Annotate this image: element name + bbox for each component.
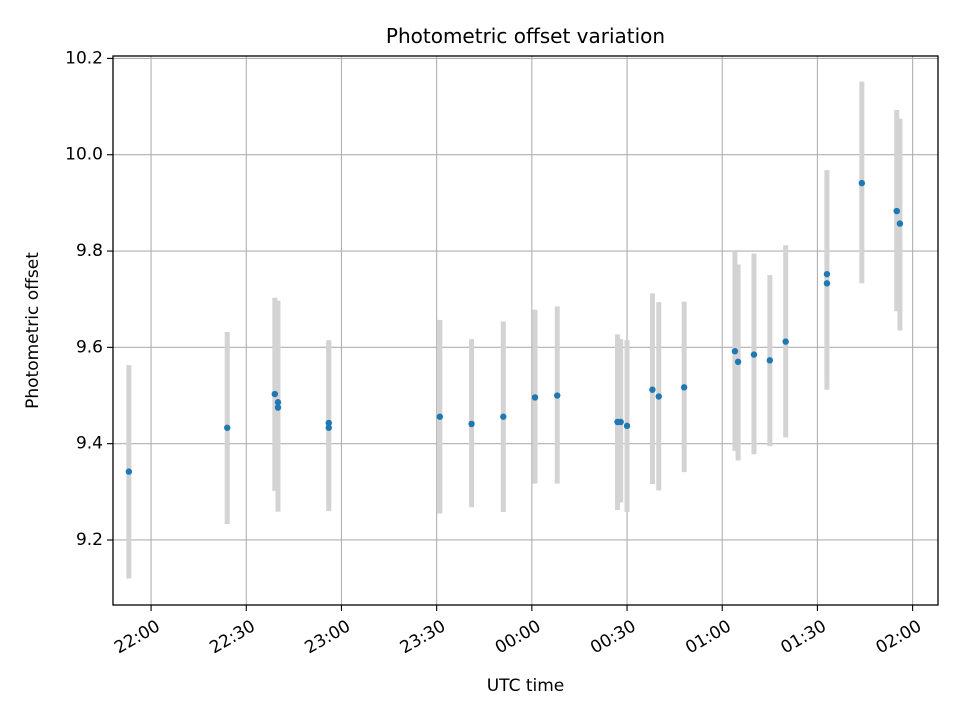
data-point bbox=[823, 270, 831, 278]
data-point bbox=[325, 424, 332, 431]
data-point bbox=[680, 384, 688, 391]
data-point bbox=[823, 280, 831, 287]
y-tick-label: 9.2 bbox=[76, 530, 103, 550]
data-point bbox=[617, 418, 624, 426]
y-tick-label: 9.8 bbox=[76, 241, 103, 261]
y-tick-label: 10.2 bbox=[65, 48, 103, 68]
data-point bbox=[271, 390, 279, 398]
data-point bbox=[731, 348, 739, 355]
data-point bbox=[766, 357, 774, 364]
data-point bbox=[325, 419, 332, 427]
grid-layer bbox=[113, 56, 938, 605]
chart-title: Photometric offset variation bbox=[386, 24, 665, 48]
point-layer bbox=[125, 179, 904, 475]
y-tick-label: 9.6 bbox=[76, 337, 103, 357]
data-point bbox=[125, 468, 133, 475]
data-point bbox=[500, 413, 507, 420]
data-point bbox=[750, 351, 758, 358]
data-point bbox=[554, 392, 561, 399]
plot-area-frame bbox=[112, 55, 939, 606]
data-point bbox=[224, 424, 231, 431]
data-point bbox=[896, 220, 904, 227]
data-point bbox=[655, 393, 662, 400]
data-point bbox=[531, 394, 539, 401]
data-point bbox=[623, 422, 631, 430]
data-point bbox=[858, 179, 866, 187]
y-tick-label: 10.0 bbox=[65, 145, 103, 165]
data-point bbox=[274, 404, 282, 411]
data-point bbox=[734, 358, 742, 366]
data-point bbox=[893, 207, 900, 215]
data-point bbox=[468, 420, 475, 428]
data-point bbox=[274, 399, 282, 406]
y-axis-title: Photometric offset bbox=[23, 252, 43, 409]
data-point bbox=[436, 413, 444, 420]
data-point bbox=[782, 338, 789, 345]
x-axis-title: UTC time bbox=[487, 676, 565, 696]
data-point bbox=[649, 386, 656, 393]
y-tick-label: 9.4 bbox=[76, 434, 103, 454]
